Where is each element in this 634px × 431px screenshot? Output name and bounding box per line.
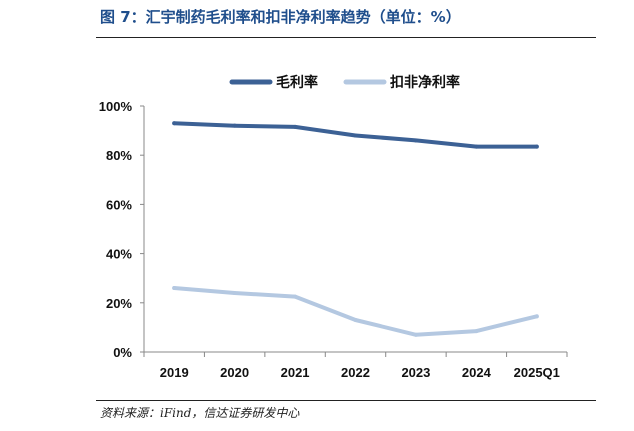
x-tick-label: 2025Q1 [514, 365, 560, 380]
data-point-series-2 [413, 332, 418, 337]
y-tick-label: 100% [99, 99, 133, 114]
series-layer [172, 121, 539, 337]
y-tick-label: 60% [106, 197, 132, 212]
x-axis: 2019 2020 2021 2022 2023 2024 2025Q1 [143, 351, 568, 380]
y-tick-label: 20% [106, 296, 132, 311]
series-line-2 [172, 286, 539, 337]
data-point-series-2 [534, 314, 539, 319]
x-tick-label: 2019 [160, 365, 189, 380]
legend-label-1: 毛利率 [276, 74, 318, 91]
bottom-rule [96, 400, 596, 401]
legend-label-2: 扣非净利率 [390, 74, 460, 91]
data-point-series-1 [172, 121, 177, 126]
top-rule [96, 37, 596, 38]
y-tick-label: 0% [113, 345, 132, 360]
data-point-series-2 [353, 318, 358, 323]
x-tick-label: 2021 [281, 365, 310, 380]
line-chart: 毛利率 扣非净利率 0% 20% 40% 60% 80% 100% 2019 2020 2021… [99, 74, 568, 380]
data-point-series-1 [353, 133, 358, 138]
data-point-series-2 [232, 290, 237, 295]
data-point-series-2 [172, 286, 177, 291]
x-tick-label: 2020 [220, 365, 249, 380]
y-tick-label: 80% [106, 148, 132, 163]
data-point-series-1 [293, 124, 298, 129]
data-point-series-2 [293, 294, 298, 299]
legend: 毛利率 扣非净利率 [229, 74, 460, 91]
source-note: 资料来源：iFind，信达证券研发中心 [100, 406, 300, 420]
x-tick-label: 2022 [341, 365, 370, 380]
data-point-series-1 [474, 144, 479, 149]
data-point-series-2 [474, 329, 479, 334]
x-tick-label: 2024 [462, 365, 492, 380]
data-point-series-1 [232, 123, 237, 128]
figure-title: 图 7：汇宇制药毛利率和扣非净利率趋势（单位：%） [100, 8, 461, 26]
data-point-series-1 [413, 138, 418, 143]
y-tick-label: 40% [106, 247, 132, 262]
y-axis: 0% 20% 40% 60% 80% 100% [99, 99, 145, 360]
data-point-series-1 [534, 144, 539, 149]
x-tick-label: 2023 [401, 365, 430, 380]
